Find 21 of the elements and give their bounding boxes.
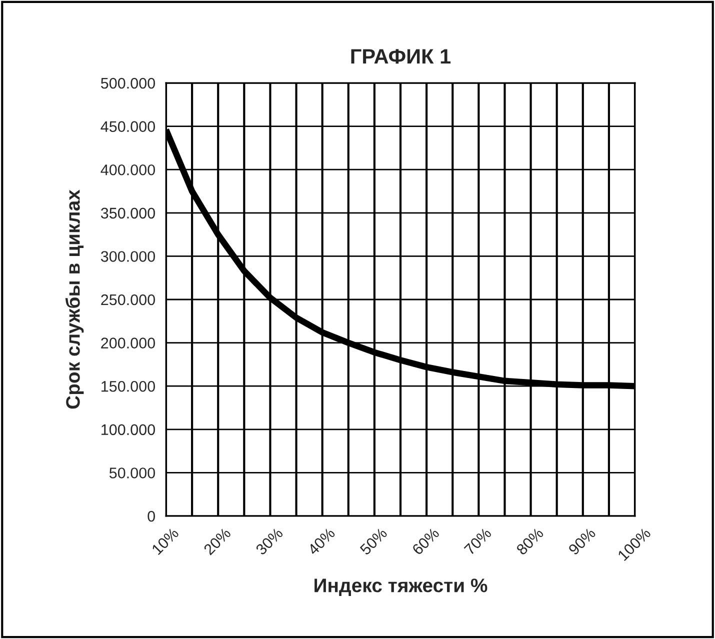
y-tick-label: 150.000 <box>102 380 155 392</box>
x-tick-label: 30% <box>255 527 284 556</box>
x-tick-label: 40% <box>307 527 336 556</box>
chart-title: ГРАФИК 1 <box>351 49 451 64</box>
x-tick-label: 60% <box>412 527 440 556</box>
y-tick-label: 0 <box>148 510 155 522</box>
y-tick-label: 250.000 <box>101 294 155 306</box>
x-tick-label: 80% <box>516 527 544 556</box>
y-tick-label: 200.000 <box>101 338 155 348</box>
y-axis-title: Срок службы в циклах <box>65 190 84 409</box>
y-tick-label: 100.000 <box>102 424 155 436</box>
y-tick-label: 300.000 <box>100 251 155 262</box>
y-tick-label: 400.000 <box>100 164 155 176</box>
x-tick-label: 90% <box>568 527 596 556</box>
y-tick-label: 350.000 <box>100 208 155 219</box>
y-tick-label: 450.000 <box>100 121 155 132</box>
x-tick-label: 50% <box>359 527 388 556</box>
y-tick-label: 50.000 <box>109 468 155 478</box>
y-tick-label: 500.000 <box>100 78 155 89</box>
x-tick-label: 70% <box>464 527 492 556</box>
x-axis-title: Индекс тяжести % <box>314 578 488 596</box>
